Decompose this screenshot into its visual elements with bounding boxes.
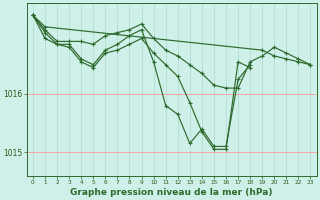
X-axis label: Graphe pression niveau de la mer (hPa): Graphe pression niveau de la mer (hPa) [70, 188, 273, 197]
